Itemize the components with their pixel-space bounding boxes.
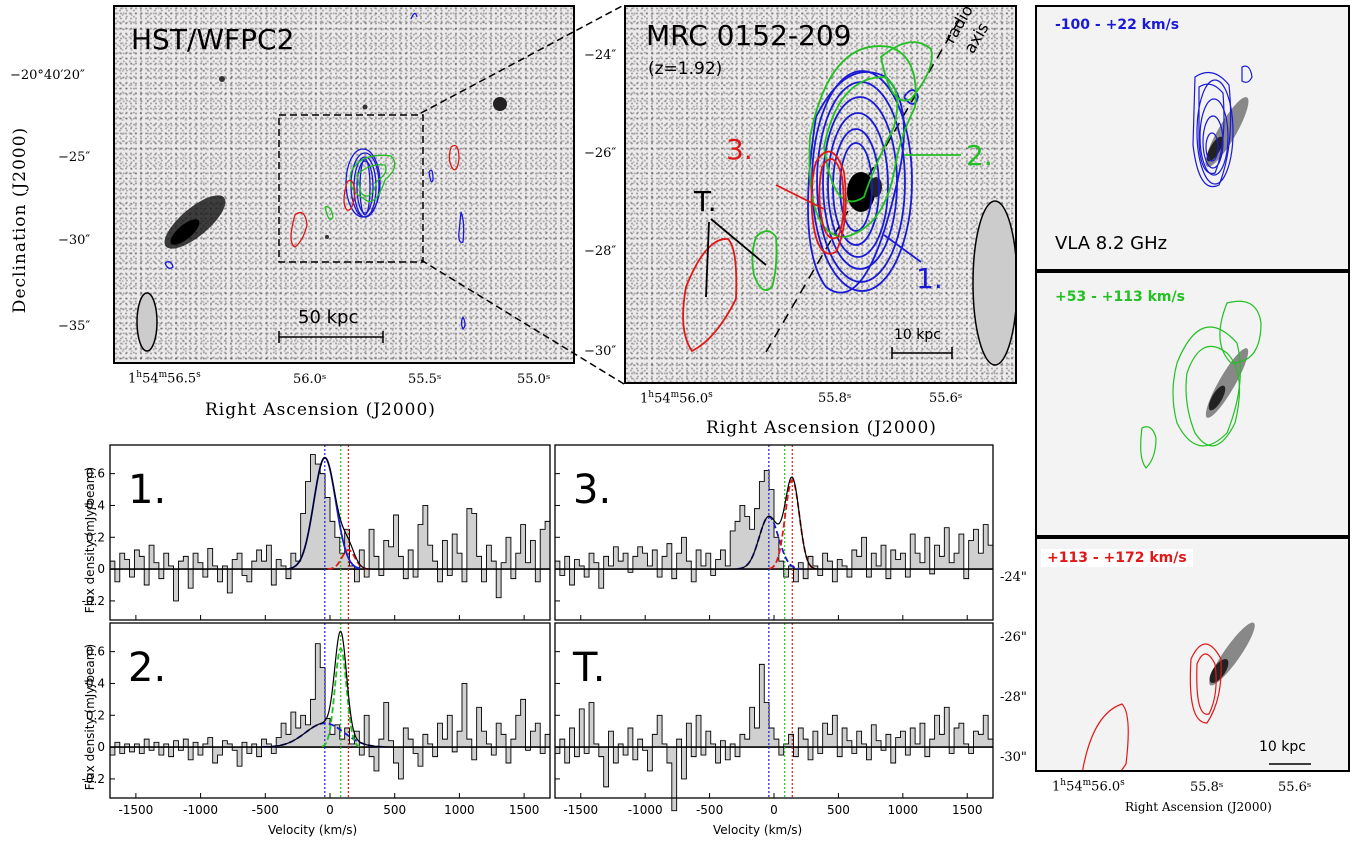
spectra-xlabel-left: Velocity (km/s)	[268, 823, 358, 837]
spectrum-panel-0: 1. -0.2 0 0.2 0.4 0.6	[82, 444, 551, 621]
x-tick-label: -1500	[118, 803, 153, 817]
region-t-label: T.	[694, 185, 717, 218]
spectrum-label: 3.	[573, 467, 611, 513]
spectrum-fill	[110, 454, 550, 601]
spectrum-frame	[109, 622, 551, 799]
x-tick-label: 1500	[509, 803, 540, 817]
vla-red-label: +113 - +172 km/s	[1041, 549, 1193, 567]
zoom-xtick-0: 1h54m56.0s	[640, 390, 713, 407]
hst-xlabel: Right Ascension (J2000)	[205, 400, 436, 420]
zoom-overlay	[682, 16, 1015, 366]
hst-ytick-0: −20°40′20″	[10, 68, 85, 83]
vla-freq-label: VLA 8.2 GHz	[1055, 233, 1168, 254]
hst-label: HST/WFPC2	[131, 23, 295, 56]
spectrum-frame	[554, 622, 994, 799]
vla-ytick-3: -30"	[1000, 750, 1027, 765]
spectrum-panel-1: 3.	[554, 444, 994, 621]
vla-scalebar-label: 10 kpc	[1259, 739, 1306, 755]
fit-total	[252, 457, 421, 570]
y-tick-label: 0.2	[86, 708, 105, 722]
hst-xtick-1: 56.0ˢ	[293, 372, 327, 387]
x-tick-label: 0	[326, 803, 334, 817]
zoom-label: MRC 0152-209	[646, 19, 852, 52]
zoom-redshift: (z=1.92)	[648, 59, 723, 79]
vla-panel-blue: -100 - +22 km/s VLA 8.2 GHz	[1035, 5, 1350, 271]
vla-ytick-2: -28"	[1000, 690, 1027, 705]
x-tick-label: -500	[252, 803, 279, 817]
zoom-beam-ellipse	[972, 200, 1015, 366]
fit-total	[696, 476, 865, 570]
fit-red	[327, 549, 370, 570]
spectra-xlabel-right: Velocity (km/s)	[713, 823, 803, 837]
hst-ytick-1: −25″	[58, 150, 91, 165]
hst-ytick-3: −35″	[58, 319, 91, 334]
vla-green-label: +53 - +113 km/s	[1055, 289, 1185, 305]
spectrum-panel-3: T. -1500 -1000 -500 0 500 1000 1500	[554, 622, 994, 817]
spectrum-steps	[555, 663, 993, 812]
x-tick-label: 500	[827, 803, 850, 817]
x-tick-label: 1000	[444, 803, 475, 817]
y-tick-label: 0.4	[86, 676, 105, 690]
spectrum-steps	[110, 643, 550, 780]
spectrum-label: 2.	[128, 645, 166, 691]
spectrum-panel-2: 2. -1500 -1000 -500 0 500 1000 1500 -0.2 0 0.2 0.4 0…	[82, 622, 551, 817]
spectrum-label: T.	[572, 645, 605, 691]
spectrum-steps	[110, 454, 550, 602]
vla-ytick-0: -24"	[1000, 570, 1027, 585]
zoom-ytick-1: −26″	[584, 146, 617, 161]
x-tick-label: -1000	[628, 803, 663, 817]
region-3-label: 3.	[726, 133, 753, 166]
x-tick-label: -1500	[563, 803, 598, 817]
region-2-label: 2.	[966, 139, 993, 172]
x-tick-label: -500	[696, 803, 723, 817]
y-tick-label: -0.2	[82, 772, 105, 786]
spectrum-label: 1.	[128, 467, 166, 513]
spectrum-fill	[110, 643, 550, 779]
hst-scalebar-label: 50 kpc	[298, 307, 359, 328]
hst-ytick-2: −30″	[58, 233, 91, 248]
x-tick-label: 1000	[888, 803, 919, 817]
zoom-ytick-3: −30″	[584, 344, 617, 359]
y-tick-label: 0.2	[86, 530, 105, 544]
y-tick-label: -0.2	[82, 594, 105, 608]
beam-ellipse	[136, 292, 158, 352]
x-tick-label: 500	[383, 803, 406, 817]
region-1-label: 1.	[916, 262, 943, 295]
vla-blue-label: -100 - +22 km/s	[1055, 17, 1180, 33]
vla-panel-red: +113 - +172 km/s 10 kpc	[1035, 537, 1350, 772]
zoom-ytick-0: −24″	[584, 48, 617, 63]
vla-ytick-1: -26"	[1000, 630, 1027, 645]
zoom-image-panel: MRC 0152-209 (z=1.92) radio axis 3. 2. 1…	[624, 5, 1017, 384]
hst-xtick-0: 1h54m56.5s	[128, 370, 201, 387]
x-tick-label: -1000	[183, 803, 218, 817]
spectra-ylabel-top: Flux density (mJy/beam)	[83, 466, 97, 614]
fit-total	[252, 630, 421, 748]
vla-panel-green: +53 - +113 km/s	[1035, 271, 1350, 537]
zoom-xtick-2: 55.6ˢ	[929, 391, 963, 406]
fit-green	[321, 647, 360, 748]
zoom-box	[278, 114, 424, 263]
vla-xtick-1: 55.8ˢ	[1190, 780, 1224, 795]
x-tick-label: 1500	[952, 803, 983, 817]
zoom-scalebar-label: 10 kpc	[894, 327, 941, 343]
spectra-ylabel-bottom: Flux density (mJy/beam)	[83, 643, 97, 791]
zoom-xtick-1: 55.8ˢ	[818, 391, 852, 406]
y-tick-label: 0.4	[86, 498, 105, 512]
spectrum-steps	[555, 470, 993, 589]
zoom-ytick-2: −28″	[584, 244, 617, 259]
vla-xtick-0: 1h54m56.0s	[1052, 778, 1125, 795]
vla-xlabel: Right Ascension (J2000)	[1125, 800, 1272, 814]
y-tick-label: 0	[97, 740, 105, 754]
y-tick-label: 0.6	[86, 467, 105, 481]
vla-xtick-2: 55.6ˢ	[1278, 780, 1312, 795]
zoom-xlabel: Right Ascension (J2000)	[706, 418, 937, 438]
y-tick-label: 0	[97, 562, 105, 576]
x-tick-label: 0	[770, 803, 778, 817]
y-tick-label: 0.6	[86, 645, 105, 659]
